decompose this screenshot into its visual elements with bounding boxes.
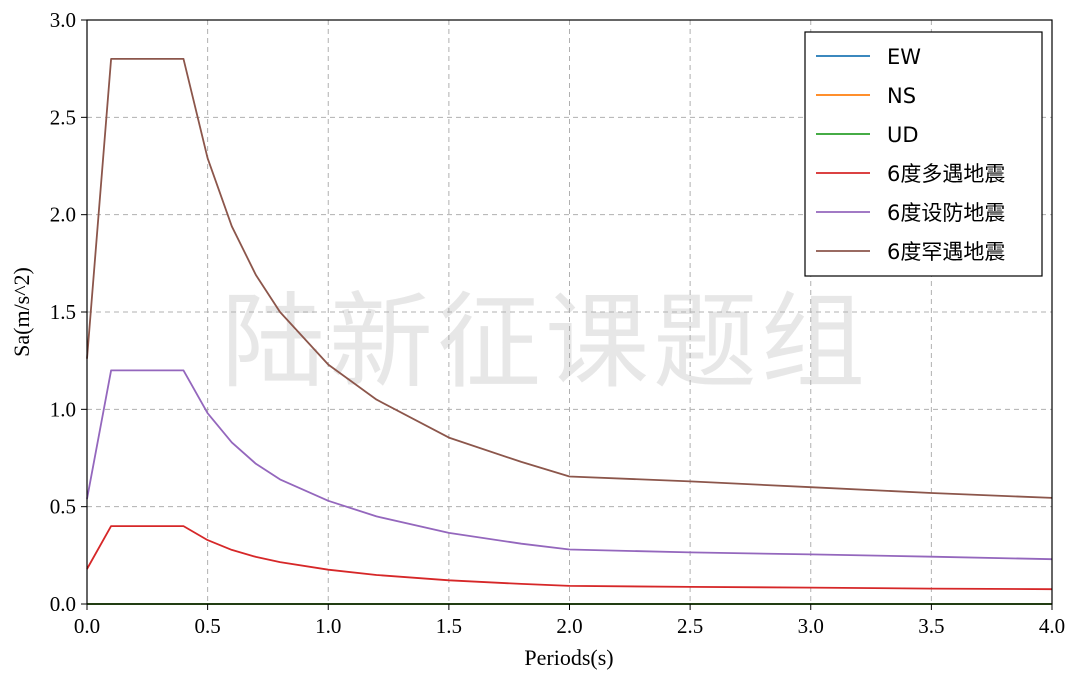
y-axis-ticks: 0.0 0.5 1.0 1.5 2.0 2.5 3.0 xyxy=(50,8,87,616)
x-tick-label: 3.0 xyxy=(798,614,824,638)
x-tick-label: 3.5 xyxy=(918,614,944,638)
y-tick-label: 1.5 xyxy=(50,300,76,324)
legend-label: EW xyxy=(887,45,921,69)
y-tick-label: 0.0 xyxy=(50,592,76,616)
watermark-text: 陆新征课题组 xyxy=(221,281,869,403)
legend-label: 6度设防地震 xyxy=(887,201,1005,225)
legend-label: UD xyxy=(887,123,919,147)
series-line-3 xyxy=(86,525,1053,591)
series-line-5 xyxy=(86,58,1053,499)
x-tick-label: 2.0 xyxy=(556,614,582,638)
series-line-4 xyxy=(86,369,1053,561)
y-axis-label: Sa(m/s^2) xyxy=(9,267,34,357)
legend-label: NS xyxy=(887,84,916,108)
x-tick-label: 2.5 xyxy=(677,614,703,638)
legend-label: 6度罕遇地震 xyxy=(887,240,1005,264)
y-tick-label: 0.5 xyxy=(50,495,76,519)
x-tick-label: 0.0 xyxy=(74,614,100,638)
y-tick-label: 2.5 xyxy=(50,105,76,129)
x-tick-label: 1.0 xyxy=(315,614,341,638)
legend-label: 6度多遇地震 xyxy=(887,162,1005,186)
legend: EW NS UD 6度多遇地震 6度设防地震 6度罕遇地震 xyxy=(804,31,1043,277)
x-tick-label: 1.5 xyxy=(436,614,462,638)
y-tick-label: 1.0 xyxy=(50,397,76,421)
x-axis-label: Periods(s) xyxy=(524,645,613,670)
legend-box xyxy=(804,31,1043,277)
x-tick-label: 4.0 xyxy=(1039,614,1065,638)
y-tick-label: 3.0 xyxy=(50,8,76,32)
x-axis-ticks: 0.0 0.5 1.0 1.5 2.0 2.5 3.0 3.5 4.0 xyxy=(74,604,1065,638)
y-tick-label: 2.0 xyxy=(50,203,76,227)
x-tick-label: 0.5 xyxy=(195,614,221,638)
